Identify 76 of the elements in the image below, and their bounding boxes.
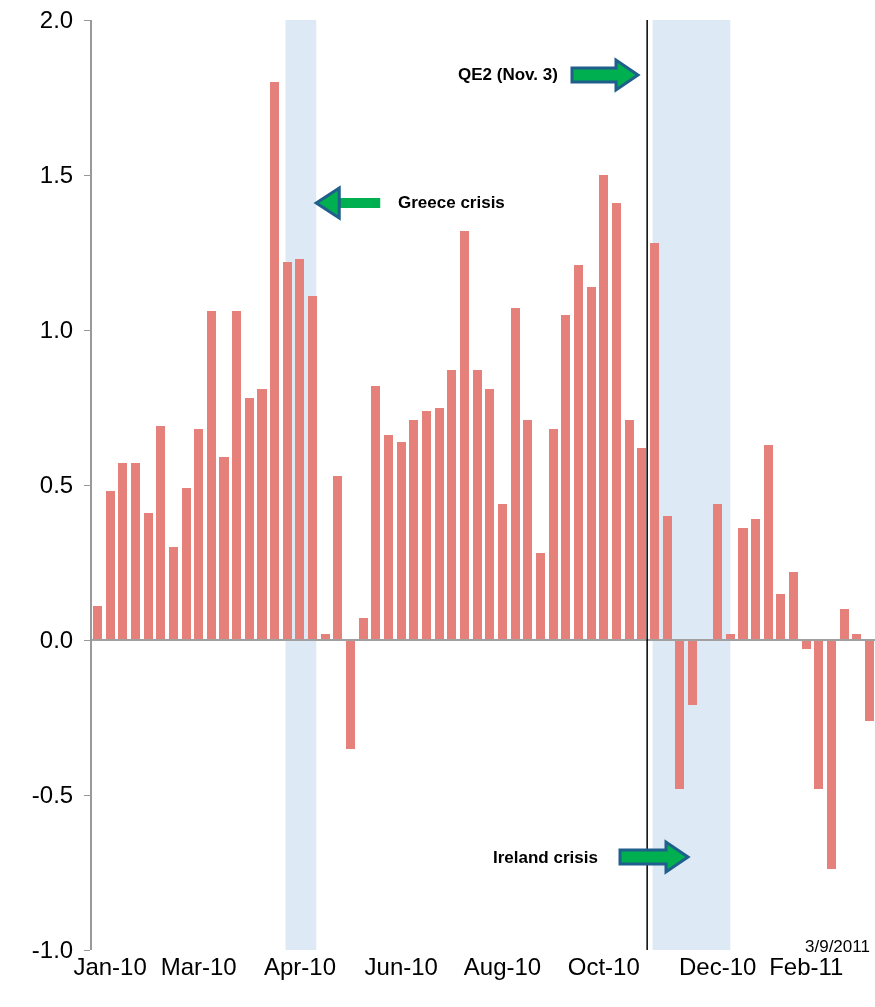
bar (384, 435, 394, 640)
bar (763, 444, 773, 640)
bar (472, 370, 482, 640)
bar (181, 488, 191, 640)
bar (219, 457, 229, 640)
bar (358, 618, 368, 640)
bar (118, 463, 128, 640)
bar (130, 463, 140, 640)
bar (738, 528, 748, 640)
bar (257, 388, 267, 640)
bar (713, 503, 723, 640)
bar (751, 519, 761, 640)
bar (624, 419, 634, 640)
bar (535, 553, 545, 640)
annotation: Ireland crisis (493, 848, 598, 867)
bar (827, 640, 837, 870)
bar (308, 295, 318, 640)
bar (459, 230, 470, 640)
y-tick-label: -1.0 (31, 936, 74, 964)
bar (687, 640, 697, 706)
bar (396, 441, 406, 640)
bar (561, 314, 571, 640)
x-tick-label: Jun-10 (364, 953, 438, 980)
bar (143, 512, 153, 640)
bar (371, 385, 381, 640)
x-tick-label: Aug-10 (463, 953, 542, 980)
y-tick-label: -0.5 (31, 781, 74, 809)
bar (206, 311, 216, 640)
bar (839, 609, 849, 640)
bar (586, 286, 596, 640)
bar (422, 410, 432, 640)
y-tick-label: 1.5 (39, 161, 74, 189)
bar (497, 503, 508, 640)
bar (295, 258, 305, 640)
bar (434, 407, 444, 640)
bar (409, 419, 419, 640)
y-tick-label: 0.0 (39, 626, 74, 654)
x-tick-label: Jan-10 (73, 953, 147, 980)
bar (270, 82, 280, 640)
bar (675, 640, 685, 789)
bar (573, 264, 583, 640)
bar (865, 640, 875, 721)
bar (168, 547, 178, 640)
y-tick-label: 1.0 (39, 316, 74, 344)
bar (282, 261, 292, 640)
bar (789, 571, 799, 640)
bar (548, 429, 558, 640)
y-tick-label: 0.5 (39, 471, 74, 499)
bar (637, 447, 647, 640)
bar (346, 640, 356, 749)
bar (776, 593, 786, 640)
bar (611, 202, 621, 640)
bar (156, 426, 166, 640)
bar (232, 311, 242, 640)
bar (485, 388, 495, 640)
annotation: QE2 (Nov. 3) (458, 65, 558, 84)
bar (523, 419, 533, 640)
x-tick-label: Apr-10 (263, 953, 336, 980)
annotation: Greece crisis (398, 193, 505, 212)
y-tick-label: 2.0 (39, 6, 74, 34)
bar (814, 640, 824, 789)
x-tick-label: Mar-10 (160, 953, 237, 980)
bar (105, 491, 115, 640)
bar (333, 475, 343, 640)
bar (92, 605, 102, 640)
annotation: 3/9/2011 (805, 937, 870, 956)
x-tick-label: Dec-10 (678, 953, 757, 980)
bar (649, 243, 659, 640)
bar (662, 516, 672, 640)
x-tick-label: Oct-10 (567, 953, 640, 980)
bar (194, 429, 204, 640)
bar (447, 370, 457, 640)
x-tick-label: Feb-11 (769, 953, 844, 980)
bar (599, 175, 609, 640)
bar (510, 308, 520, 640)
bar (244, 398, 254, 640)
